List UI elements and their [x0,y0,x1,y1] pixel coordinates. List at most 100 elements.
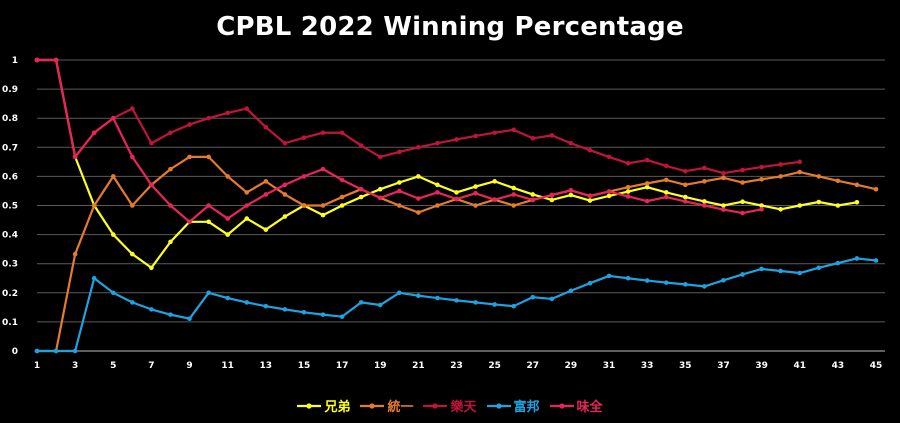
data-point [663,190,669,195]
y-tick-label: 0.2 [2,289,18,299]
data-point [358,300,364,305]
data-point [587,198,593,203]
y-tick-label: 0.3 [2,260,18,270]
data-point [282,307,288,312]
data-point [435,140,440,146]
data-point [110,232,116,237]
data-point [301,174,307,179]
legend-item: 富邦 [486,396,540,415]
data-point [34,348,40,354]
data-point [91,203,97,208]
data-point [168,203,173,208]
data-point [778,268,783,274]
legend-label: 味全 [576,400,603,415]
data-point [473,203,478,208]
data-point [816,265,822,271]
data-point [130,251,135,257]
data-point [187,316,192,321]
data-point [816,174,822,179]
x-tick-label: 23 [450,361,463,371]
y-tick-label: 0.1 [2,318,18,328]
legend-label: 統一 [387,400,414,415]
data-point [644,184,650,190]
data-point [130,154,135,160]
data-point [740,167,745,173]
x-tick-label: 7 [148,361,154,371]
legend-label: 富邦 [513,400,540,415]
legend-swatch [486,402,511,409]
data-point [244,106,250,111]
legend: 兄弟 統一 樂天 富邦 味全 [0,396,900,415]
data-point [320,203,326,208]
data-point [435,190,440,195]
data-point [511,203,517,208]
data-point [778,206,783,212]
data-point [511,127,517,133]
y-tick-label: 0.4 [2,231,18,241]
data-point [663,177,669,183]
x-tick-label: 33 [641,361,654,371]
data-point [530,192,536,197]
series-line [37,257,877,353]
data-point [149,140,154,146]
data-point [740,272,745,277]
data-point [416,145,421,150]
data-point [663,280,669,285]
data-point [339,130,345,136]
data-point [740,199,745,205]
data-point [702,284,707,289]
data-point [702,165,707,171]
data-point [873,186,879,192]
series-2 [34,57,803,176]
data-point [835,178,841,184]
data-point [91,130,97,136]
data-point [683,182,688,188]
data-point [473,184,478,189]
data-point [377,186,383,192]
data-point [454,196,459,202]
data-point [625,189,631,194]
data-point [396,203,402,208]
data-point [206,203,211,208]
series-3 [34,256,879,354]
data-point [625,161,631,166]
x-tick-label: 25 [488,361,501,371]
data-point [473,190,478,196]
data-point [339,203,345,208]
data-point [663,163,669,169]
data-point [110,115,116,121]
data-point [778,162,783,167]
data-point [759,203,764,208]
data-point [702,179,707,184]
data-point [511,303,517,309]
y-tick-label: 0.6 [2,172,18,182]
data-point [644,181,650,186]
x-tick-label: 21 [412,361,425,371]
data-point [416,174,421,179]
data-point [740,210,745,216]
legend-item: 兄弟 [297,396,350,415]
data-point [244,216,250,221]
x-tick-label: 39 [755,361,768,371]
data-point [835,203,841,208]
legend-item: 味全 [549,396,603,415]
legend-swatch [423,402,448,409]
data-point [339,177,345,183]
data-point [396,149,402,155]
x-tick-label: 29 [565,361,578,371]
y-tick-label: 0.7 [2,143,18,153]
data-point [263,179,269,184]
legend-label: 樂天 [450,400,477,415]
legend-swatch [297,402,322,409]
data-point [263,124,269,130]
data-point [683,168,688,174]
data-point [110,174,116,179]
data-point [492,197,497,202]
data-point [358,143,364,148]
data-point [301,309,307,315]
data-point [149,265,154,271]
data-point [587,193,593,199]
data-point [683,282,688,287]
data-point [416,210,421,215]
data-point [34,57,40,63]
